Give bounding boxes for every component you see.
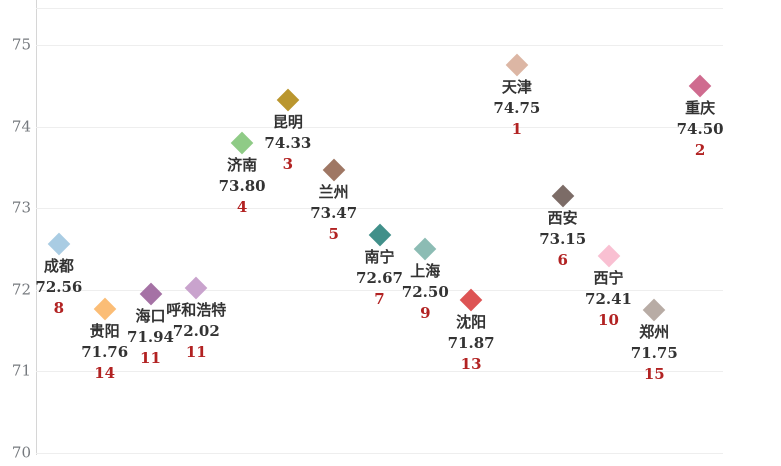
data-point-diamond[interactable]	[47, 232, 71, 256]
data-point-diamond[interactable]	[459, 288, 483, 312]
data-point-diamond[interactable]	[551, 184, 575, 208]
data-point-diamond[interactable]	[368, 223, 391, 247]
gridline	[36, 452, 723, 454]
data-point-label: 上海 72.50 9	[402, 261, 449, 324]
data-point-label: 郑州 71.75 15	[631, 322, 678, 385]
data-point-diamond[interactable]	[597, 244, 620, 268]
y-axis-line	[36, 0, 37, 455]
city-value-label: 71.94	[127, 328, 174, 347]
data-point-diamond[interactable]	[230, 131, 254, 155]
data-point-diamond[interactable]	[276, 88, 300, 111]
city-name-label: 西安	[547, 208, 578, 227]
data-point-label: 西安 73.15 6	[539, 208, 586, 271]
city-value-label: 74.75	[493, 99, 541, 118]
city-value-label: 72.41	[585, 290, 632, 309]
gridline	[36, 289, 723, 291]
city-name-label: 呼和浩特	[166, 300, 227, 319]
data-point-diamond[interactable]	[688, 74, 712, 98]
gridline	[36, 208, 723, 209]
city-name-label: 海口	[135, 307, 166, 326]
gridline	[36, 126, 723, 128]
city-name-label: 南宁	[364, 247, 395, 266]
y-axis-tick-label: 74	[11, 117, 31, 135]
city-rank-label: 4	[236, 197, 248, 216]
city-value-label: 74.33	[264, 133, 312, 152]
data-point-label: 济南 73.80 4	[219, 155, 266, 218]
city-rank-label: 9	[420, 303, 431, 322]
city-name-label: 贵阳	[89, 322, 120, 341]
city-value-label: 71.76	[81, 343, 129, 362]
data-point-label: 重庆 74.50 2	[677, 98, 724, 161]
gridline	[36, 371, 723, 372]
city-name-label: 兰州	[318, 182, 349, 201]
city-value-label: 72.50	[401, 282, 449, 301]
city-value-label: 72.67	[356, 268, 403, 287]
data-point-label: 兰州 73.47 5	[310, 182, 357, 245]
gridline	[36, 45, 723, 46]
city-rank-label: 10	[598, 311, 619, 330]
data-point-label: 昆明 74.33 3	[264, 112, 311, 175]
city-value-label: 73.15	[539, 229, 587, 248]
data-point-label: 西宁 72.41 10	[585, 268, 632, 331]
plot-top-border	[36, 8, 723, 9]
data-point-diamond[interactable]	[139, 283, 162, 306]
data-point-label: 成都 72.56 8	[35, 256, 82, 319]
city-rank-label: 11	[140, 349, 161, 368]
data-point-label: 贵阳 71.76 14	[81, 321, 128, 384]
city-value-label: 72.02	[172, 321, 220, 340]
city-name-label: 郑州	[639, 322, 670, 341]
city-value-label: 71.87	[447, 334, 495, 353]
city-rank-label: 2	[694, 140, 706, 159]
y-axis-tick-label: 75	[11, 35, 31, 54]
city-value-label: 73.47	[310, 203, 358, 222]
city-rank-label: 15	[643, 364, 665, 383]
city-value-label: 72.56	[35, 277, 83, 296]
city-name-label: 昆明	[272, 112, 303, 131]
data-point-diamond[interactable]	[413, 237, 437, 261]
city-rank-label: 7	[374, 289, 385, 308]
city-value-label: 73.80	[218, 176, 266, 195]
data-point-label: 呼和浩特 72.02 11	[166, 300, 226, 363]
city-name-label: 成都	[43, 256, 74, 275]
y-axis-tick-label: 72	[11, 280, 31, 298]
data-point-diamond[interactable]	[184, 276, 208, 300]
data-point-label: 沈阳 71.87 13	[448, 312, 495, 375]
city-rank-label: 3	[282, 154, 294, 173]
y-axis-tick-label: 70	[11, 443, 31, 461]
data-point-diamond[interactable]	[642, 298, 666, 322]
city-rank-label: 1	[511, 120, 523, 139]
city-rank-label: 5	[328, 224, 339, 243]
city-name-label: 西宁	[593, 269, 624, 288]
city-name-label: 沈阳	[456, 313, 487, 332]
data-point-label: 南宁 72.67 7	[356, 247, 403, 310]
city-name-label: 天津	[501, 78, 532, 97]
data-point-diamond[interactable]	[505, 54, 529, 77]
data-point-diamond[interactable]	[93, 297, 117, 321]
city-name-label: 重庆	[685, 98, 716, 117]
city-rank-label: 13	[460, 355, 482, 374]
data-point-diamond[interactable]	[322, 158, 346, 182]
city-name-label: 上海	[410, 261, 441, 280]
y-axis-tick-label: 71	[11, 361, 31, 380]
city-value-label: 71.75	[630, 343, 678, 362]
data-point-label: 海口 71.94 11	[127, 306, 174, 369]
city-rank-label: 6	[557, 250, 568, 269]
city-rank-label: 14	[94, 364, 116, 383]
city-rank-label: 8	[53, 298, 65, 317]
data-point-label: 天津 74.75 1	[493, 77, 540, 140]
y-axis-tick-label: 73	[11, 198, 31, 217]
city-name-label: 济南	[227, 155, 258, 174]
city-value-label: 74.50	[676, 119, 724, 138]
city-rank-label: 11	[185, 342, 207, 361]
